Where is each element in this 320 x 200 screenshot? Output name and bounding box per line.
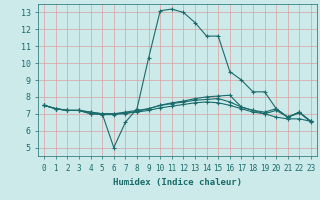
X-axis label: Humidex (Indice chaleur): Humidex (Indice chaleur) bbox=[113, 178, 242, 187]
